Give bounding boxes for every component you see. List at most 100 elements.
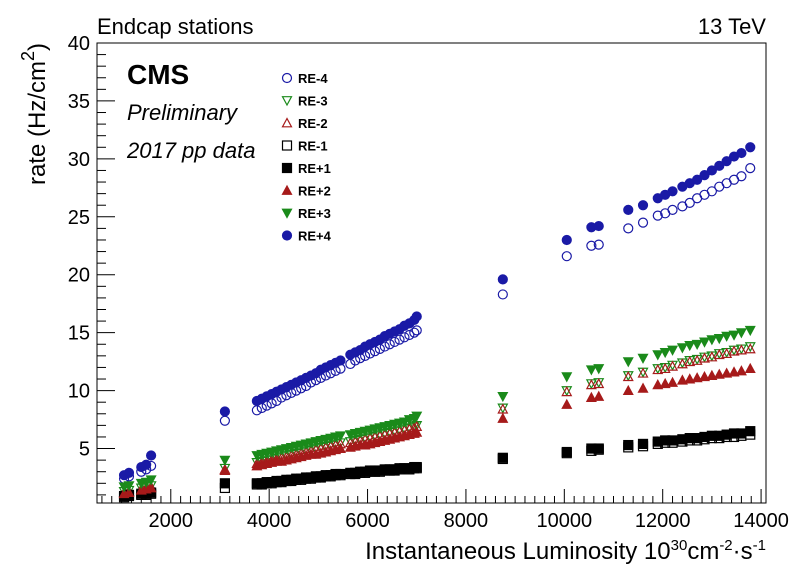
data-point [623,223,634,234]
data-point [219,478,230,489]
data-point [676,374,688,385]
x-tick-label: 6000 [345,510,390,532]
data-point [745,163,756,174]
data-point [411,461,422,473]
data-point [652,363,664,375]
data-point [637,367,649,378]
series-replus2 [118,362,756,499]
data-point [593,377,605,389]
data-point [497,289,508,300]
legend-label-reminus1: RE-1 [298,139,328,154]
data-point [721,367,733,378]
data-point [593,220,604,232]
data-point [659,377,671,389]
legend-label-reminus3: RE-3 [298,94,328,109]
data-point [691,339,703,351]
data-point [334,442,347,453]
data-point [667,186,678,197]
legend-label-replus4: RE+4 [298,229,332,244]
data-point [706,186,717,197]
data-point [219,415,230,426]
data-point [409,327,420,338]
data-point [497,452,508,463]
data-point [145,482,157,493]
data-point [411,411,423,422]
legend-marker-reminus2 [281,117,293,128]
data-point [335,468,346,480]
y-tick-label: 40 [68,33,90,55]
data-point [676,343,688,354]
data-point [411,311,422,322]
legend-label-reminus4: RE-4 [298,71,328,86]
data-point [744,325,756,337]
data-point [593,364,605,375]
data-point [146,450,157,461]
data-point [735,328,747,339]
data-point [744,342,756,353]
data-point [652,379,664,390]
data-point [497,412,509,423]
data-point [699,337,711,348]
data-point [684,197,695,208]
data-point [692,174,703,185]
header-left: Endcap stations [97,14,254,39]
cms-label: CMS [127,59,189,90]
data-point [713,368,725,379]
preliminary-label: Preliminary [127,100,239,125]
y-axis-title: rate (Hz/cm2) [18,43,51,185]
data-point [744,343,756,354]
data-point [334,431,347,442]
legend-marker-replus3 [281,208,293,219]
data-point [736,147,747,159]
data-point [667,435,678,446]
data-point [728,330,740,341]
x-tick-label: 14000 [733,510,789,532]
data-point [721,156,732,167]
data-point [622,357,634,368]
data-point [699,169,710,181]
legend: RE-4 RE-3 RE-2 RE-1 RE+1 RE+2 RE+3 RE+4 [281,71,332,244]
data-point [593,443,604,454]
data-point [561,386,573,397]
data-point [623,204,634,215]
data-point [585,365,597,376]
data-point [586,240,597,251]
data-point [745,142,756,153]
y-tick-label: 20 [68,265,90,287]
data-point [411,426,423,437]
series-replus4 [118,142,756,481]
y-tick-label: 10 [68,381,90,403]
data-point [593,239,604,250]
data-point [219,455,231,466]
dataset-label: 2017 pp data [126,138,255,163]
series-reminus2 [118,343,756,497]
x-tick-label: 2000 [149,510,194,532]
data-point [637,382,649,393]
data-point [561,234,572,246]
x-tick-label: 4000 [247,510,292,532]
legend-label-reminus2: RE-2 [298,116,328,131]
data-point [721,347,733,358]
data-point [637,353,649,364]
data-point [411,325,422,336]
data-point [713,348,725,360]
data-point [593,390,605,401]
data-point [637,217,649,228]
series-replus3 [118,325,756,493]
data-point [652,350,664,361]
data-point [736,171,747,182]
data-point [714,160,725,171]
y-tick-label: 35 [68,91,90,113]
legend-marker-reminus3 [281,96,293,107]
x-tick-label: 8000 [444,510,489,532]
data-point [497,391,509,403]
series-replus1 [118,426,756,502]
data-point [561,446,572,458]
data-point [389,336,400,348]
x-tick-label: 10000 [537,510,593,532]
data-point [379,341,390,352]
series-reminus3 [118,342,756,498]
data-point [699,352,711,363]
data-point [399,332,410,343]
